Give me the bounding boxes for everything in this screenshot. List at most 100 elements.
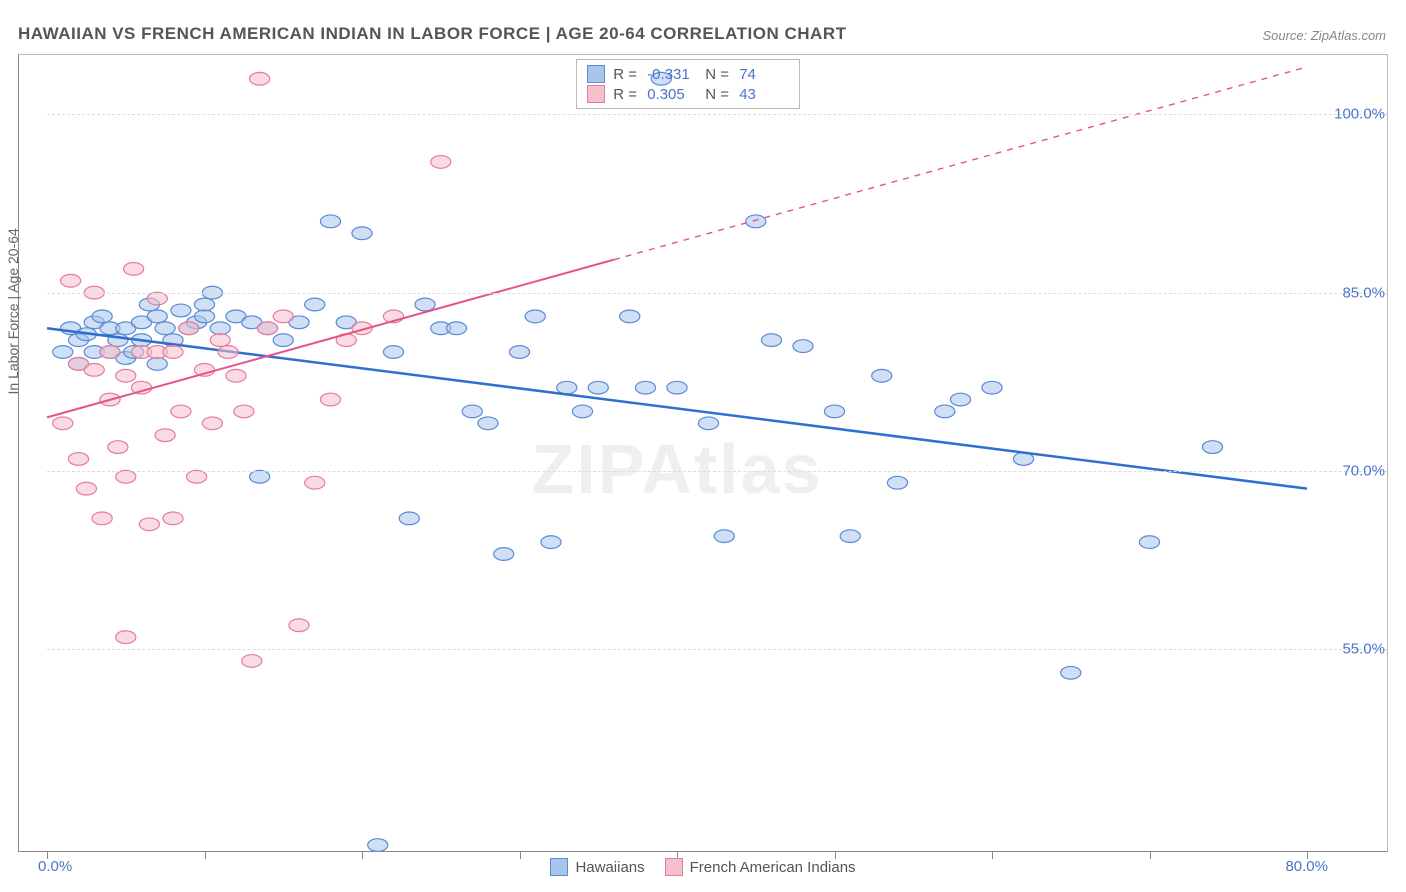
data-point <box>462 405 482 418</box>
data-point <box>124 262 144 275</box>
gridline <box>47 649 1387 650</box>
data-point <box>100 346 120 359</box>
data-point <box>935 405 955 418</box>
data-point <box>383 346 403 359</box>
data-point <box>793 340 813 353</box>
data-point <box>667 381 687 394</box>
data-point <box>147 358 167 371</box>
chart-title: HAWAIIAN VS FRENCH AMERICAN INDIAN IN LA… <box>18 24 847 44</box>
data-point <box>76 482 96 495</box>
data-point <box>1202 441 1222 454</box>
data-point <box>242 655 262 668</box>
legend-value: 74 <box>739 66 789 83</box>
y-tick-label: 55.0% <box>1313 641 1385 658</box>
data-point <box>171 405 191 418</box>
plot-svg <box>47 55 1307 851</box>
data-point <box>53 417 73 430</box>
gridline <box>47 471 1387 472</box>
data-point <box>320 393 340 406</box>
data-point <box>92 512 112 525</box>
legend-label: N = <box>705 86 731 103</box>
data-point <box>92 310 112 323</box>
legend-value: -0.331 <box>647 66 697 83</box>
data-point <box>116 470 136 483</box>
data-point <box>273 310 293 323</box>
data-point <box>139 518 159 531</box>
data-point <box>250 72 270 85</box>
data-point <box>950 393 970 406</box>
data-point <box>620 310 640 323</box>
data-point <box>525 310 545 323</box>
data-point <box>289 619 309 632</box>
data-point <box>824 405 844 418</box>
data-point <box>588 381 608 394</box>
data-point <box>210 322 230 335</box>
data-point <box>840 530 860 543</box>
data-point <box>163 346 183 359</box>
data-point <box>202 417 222 430</box>
data-point <box>147 310 167 323</box>
data-point <box>399 512 419 525</box>
data-point <box>478 417 498 430</box>
data-point <box>210 334 230 347</box>
legend-swatch <box>587 65 605 83</box>
data-point <box>982 381 1002 394</box>
series-legend: Hawaiians French American Indians <box>0 858 1406 880</box>
data-point <box>541 536 561 549</box>
legend-label: R = <box>613 66 639 83</box>
data-point <box>494 548 514 561</box>
data-point <box>116 631 136 644</box>
y-tick-label: 70.0% <box>1313 462 1385 479</box>
data-point <box>163 512 183 525</box>
data-point <box>1139 536 1159 549</box>
data-point <box>250 470 270 483</box>
data-point <box>273 334 293 347</box>
data-point <box>557 381 577 394</box>
legend-row: R =0.305N =43 <box>587 84 789 104</box>
data-point <box>761 334 781 347</box>
legend-row: R = -0.331 N = 74 <box>587 64 789 84</box>
y-tick-label: 85.0% <box>1313 284 1385 301</box>
data-point <box>746 215 766 228</box>
legend-label: N = <box>705 66 731 83</box>
data-point <box>234 405 254 418</box>
data-point <box>171 304 191 317</box>
data-point <box>635 381 655 394</box>
data-point <box>84 363 104 376</box>
y-axis-label: In Labor Force | Age 20-64 <box>5 228 21 394</box>
chart-source: Source: ZipAtlas.com <box>1262 28 1386 43</box>
data-point <box>305 476 325 489</box>
data-point <box>147 292 167 305</box>
data-point <box>415 298 435 311</box>
legend-item: French American Indians <box>665 858 856 876</box>
data-point <box>194 310 214 323</box>
data-point <box>305 298 325 311</box>
chart-area: In Labor Force | Age 20-64 ZIPAtlas R =-… <box>18 54 1388 852</box>
data-point <box>257 322 277 335</box>
data-point <box>155 429 175 442</box>
data-point <box>218 346 238 359</box>
data-point <box>187 470 207 483</box>
data-point <box>226 369 246 382</box>
legend-swatch <box>587 85 605 103</box>
data-point <box>320 215 340 228</box>
legend-item: Hawaiians <box>550 858 644 876</box>
data-point <box>116 369 136 382</box>
gridline <box>47 293 1387 294</box>
legend-label: Hawaiians <box>575 859 644 876</box>
data-point <box>352 227 372 240</box>
data-point <box>714 530 734 543</box>
data-point <box>53 346 73 359</box>
data-point <box>572 405 592 418</box>
data-point <box>155 322 175 335</box>
legend-label: French American Indians <box>690 859 856 876</box>
data-point <box>887 476 907 489</box>
data-point <box>68 453 88 466</box>
data-point <box>446 322 466 335</box>
data-point <box>872 369 892 382</box>
correlation-legend: R = -0.331 N = 74R =0.305N =43 <box>576 59 800 109</box>
data-point <box>431 156 451 169</box>
data-point <box>698 417 718 430</box>
data-point <box>61 274 81 287</box>
data-point <box>509 346 529 359</box>
